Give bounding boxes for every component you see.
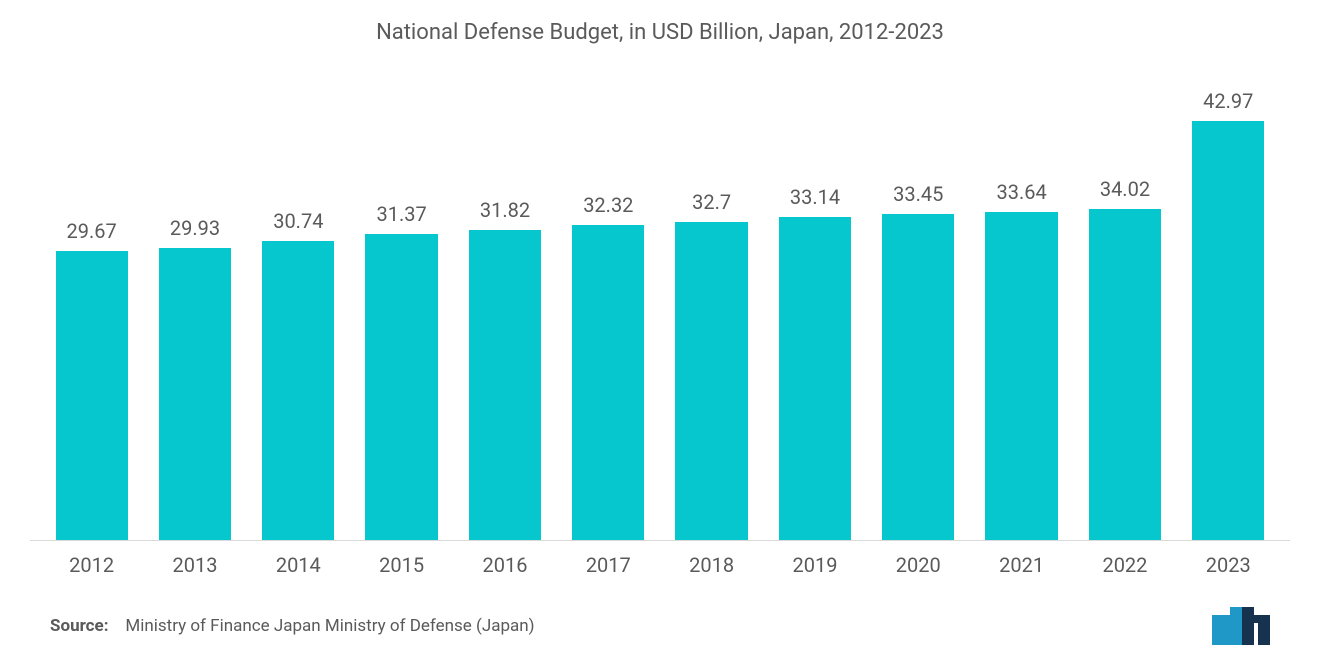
bar-rect	[262, 241, 334, 540]
x-tick-label: 2017	[557, 553, 660, 577]
brand-logo-icon	[1212, 607, 1270, 645]
chart-container: National Defense Budget, in USD Billion,…	[0, 0, 1320, 665]
bar-slot: 29.67	[40, 53, 143, 540]
bar-slot: 42.97	[1177, 53, 1280, 540]
x-tick-label: 2018	[660, 553, 763, 577]
bar-rect	[1192, 121, 1264, 540]
x-tick-label: 2023	[1177, 553, 1280, 577]
bar-value-label: 32.7	[692, 190, 731, 214]
x-tick-label: 2013	[143, 553, 246, 577]
x-tick-label: 2015	[350, 553, 453, 577]
bar-rect	[882, 214, 954, 540]
x-tick-label: 2016	[453, 553, 556, 577]
bar-slot: 31.37	[350, 53, 453, 540]
bar-rect	[1089, 209, 1161, 540]
plot-area: 29.67 29.93 30.74 31.37 31.82 32.32 32.7 33.14 3…	[30, 53, 1290, 541]
bar-slot: 30.74	[247, 53, 350, 540]
x-tick-label: 2012	[40, 553, 143, 577]
source-text: Ministry of Finance Japan Ministry of De…	[125, 616, 534, 636]
bar-value-label: 33.14	[790, 185, 840, 209]
bar-value-label: 29.67	[67, 219, 117, 243]
bar-value-label: 42.97	[1203, 89, 1253, 113]
bar-rect	[365, 234, 437, 540]
bar-rect	[779, 217, 851, 540]
bar-rect	[675, 222, 747, 540]
bar-rect	[985, 212, 1057, 540]
bar-value-label: 29.93	[170, 216, 220, 240]
source-line: Source: Ministry of Finance Japan Minist…	[50, 616, 535, 636]
bar-value-label: 34.02	[1100, 177, 1150, 201]
bar-value-label: 33.45	[893, 182, 943, 206]
bar-slot: 33.14	[763, 53, 866, 540]
x-tick-label: 2022	[1073, 553, 1176, 577]
chart-title: National Defense Budget, in USD Billion,…	[30, 20, 1290, 45]
x-tick-label: 2019	[763, 553, 866, 577]
bar-slot: 34.02	[1073, 53, 1176, 540]
bar-rect	[56, 251, 128, 540]
bar-value-label: 32.32	[583, 193, 633, 217]
bar-slot: 33.64	[970, 53, 1073, 540]
bar-rect	[159, 248, 231, 540]
x-axis: 2012201320142015201620172018201920202021…	[30, 541, 1290, 577]
bar-slot: 33.45	[867, 53, 970, 540]
bar-slot: 32.7	[660, 53, 763, 540]
bar-rect	[469, 230, 541, 540]
x-tick-label: 2014	[247, 553, 350, 577]
x-tick-label: 2021	[970, 553, 1073, 577]
chart-footer: Source: Ministry of Finance Japan Minist…	[30, 577, 1290, 655]
bar-slot: 29.93	[143, 53, 246, 540]
bar-value-label: 31.82	[480, 198, 530, 222]
bar-slot: 32.32	[557, 53, 660, 540]
bar-value-label: 31.37	[377, 202, 427, 226]
bar-slot: 31.82	[453, 53, 556, 540]
bar-rect	[572, 225, 644, 540]
bar-value-label: 30.74	[273, 209, 323, 233]
source-label: Source:	[50, 616, 108, 636]
bar-value-label: 33.64	[997, 180, 1047, 204]
x-tick-label: 2020	[867, 553, 970, 577]
